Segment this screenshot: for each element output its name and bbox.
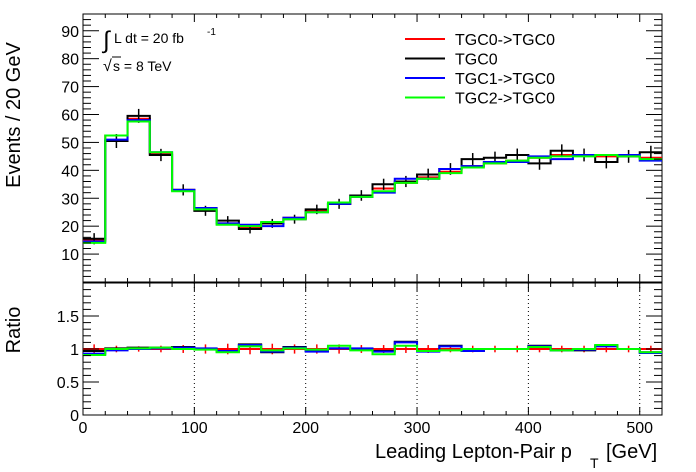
x-tick-label: 400 <box>515 420 542 437</box>
top-x-axis <box>82 14 663 282</box>
ratio-line-tgc2-tgc0 <box>83 344 662 356</box>
legend-label-tgc0: TGC0 <box>455 52 498 69</box>
series-line-tgc1-tgc0 <box>83 119 662 243</box>
top-y-axis: 10 20 30 40 50 60 70 80 90 <box>61 19 662 277</box>
x-tick-label: 200 <box>292 420 319 437</box>
ratio-x-axis: 0 100 200 300 400 500 <box>79 283 663 437</box>
y-tick-label: 1.5 <box>57 309 79 326</box>
integral-symbol: ∫ <box>101 27 111 54</box>
y-tick-label: 30 <box>61 191 79 208</box>
y-tick-label: 60 <box>61 108 79 125</box>
legend-label-tgc0-tgc0: TGC0->TGC0 <box>455 32 555 49</box>
y-tick-label: 50 <box>61 135 79 152</box>
x-axis-label-main: Leading Lepton-Pair p <box>375 441 572 463</box>
energy-text: s = 8 TeV <box>113 58 172 74</box>
top-plot-frame <box>82 13 663 283</box>
x-tick-label: 0 <box>79 420 88 437</box>
series-line-tgc0-tgc0 <box>83 117 662 242</box>
sqrt-symbol: √ <box>103 58 112 75</box>
ratio-plot-area: 0 0.5 1 1.5 0 100 200 300 400 500 <box>57 282 663 437</box>
x-tick-label: 300 <box>404 420 431 437</box>
x-tick-label: 100 <box>181 420 208 437</box>
x-tick-label: 500 <box>626 420 653 437</box>
y-tick-label: 0.5 <box>57 375 79 392</box>
lumi-text: L dt = 20 fb <box>114 30 184 46</box>
lumi-annotation: ∫ L dt = 20 fb -1 √ s = 8 TeV <box>101 27 216 75</box>
ratio-y-axis: 0 0.5 1 1.5 <box>57 289 662 425</box>
series-line-tgc2-tgc0 <box>83 120 662 244</box>
top-series-group <box>83 108 662 245</box>
x-axis-label-subscript: T <box>590 455 599 471</box>
y-tick-label: 90 <box>61 24 79 41</box>
ratio-y-axis-label: Ratio <box>3 307 25 354</box>
legend-label-tgc2-tgc0: TGC2->TGC0 <box>455 91 555 108</box>
y-tick-label: 20 <box>61 219 79 236</box>
legend-label-tgc1-tgc0: TGC1->TGC0 <box>455 71 555 88</box>
y-tick-label: 70 <box>61 80 79 97</box>
y-tick-label: 1 <box>70 342 79 359</box>
y-tick-label: 40 <box>61 163 79 180</box>
ratio-series-group <box>83 340 662 356</box>
x-axis-label-unit: [GeV] <box>606 441 657 463</box>
y-tick-label: 80 <box>61 52 79 69</box>
series-line-tgc0 <box>83 114 662 240</box>
top-y-axis-label: Events / 20 GeV <box>3 42 25 188</box>
legend: TGC0->TGC0 TGC0 TGC1->TGC0 TGC2->TGC0 <box>405 32 555 108</box>
y-tick-label: 10 <box>61 247 79 264</box>
x-axis-title: Leading Lepton-Pair p T [GeV] <box>375 441 657 471</box>
lumi-exponent: -1 <box>207 27 216 38</box>
y-tick-label: 0 <box>70 408 79 425</box>
top-plot-area: 10 20 30 40 50 60 70 80 90 <box>61 13 663 283</box>
